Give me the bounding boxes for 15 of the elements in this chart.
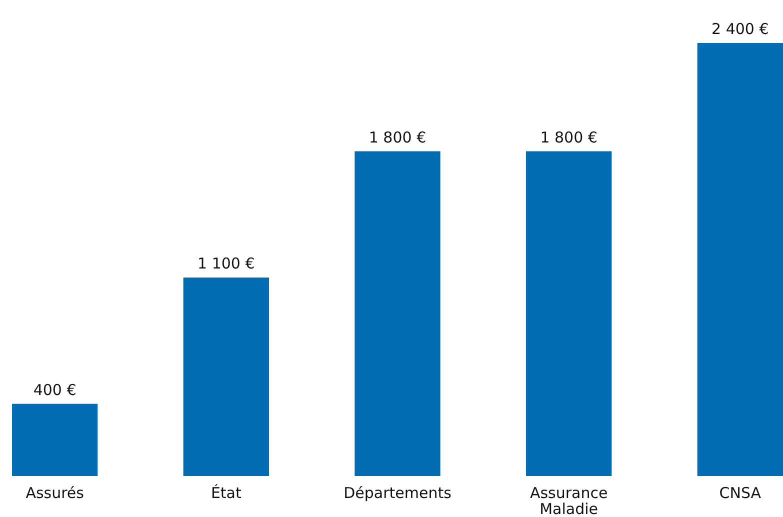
data-label: 1 100 € bbox=[198, 254, 255, 273]
bar bbox=[354, 151, 440, 476]
data-label: 1 800 € bbox=[540, 128, 598, 146]
x-tick-label: Assurés bbox=[26, 484, 84, 502]
data-label: 1 800 € bbox=[368, 128, 426, 146]
data-label: 400 € bbox=[33, 380, 76, 399]
x-tick-label: Départements bbox=[344, 484, 452, 502]
x-tick-label: CNSA bbox=[719, 484, 762, 502]
bar bbox=[697, 43, 783, 476]
bar bbox=[183, 278, 269, 476]
x-tick-label: État bbox=[210, 484, 242, 502]
x-tick-label: Assurance Maladie bbox=[530, 484, 608, 517]
data-label: 2 400 € bbox=[712, 20, 769, 38]
bar bbox=[12, 404, 98, 476]
bar bbox=[526, 151, 612, 476]
